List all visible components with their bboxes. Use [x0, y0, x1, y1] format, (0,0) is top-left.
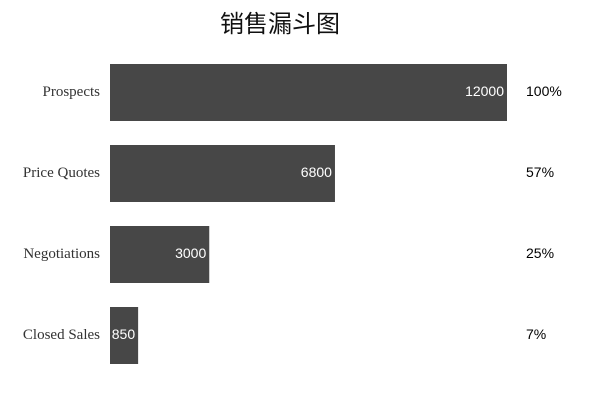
- percent-label-price-quotes: 57%: [526, 164, 554, 180]
- value-label-price-quotes: 6800: [301, 164, 332, 180]
- category-label-prospects: Prospects: [43, 84, 101, 100]
- bar-price-quotes: [110, 145, 335, 202]
- bar-negotiations: [110, 226, 210, 283]
- category-label-closed-sales: Closed Sales: [23, 327, 100, 343]
- bar-prospects: [110, 64, 507, 121]
- percent-label-prospects: 100%: [526, 83, 562, 99]
- category-label-price-quotes: Price Quotes: [23, 165, 100, 181]
- value-label-closed-sales: 850: [112, 326, 136, 342]
- value-label-prospects: 12000: [465, 83, 504, 99]
- value-label-negotiations: 3000: [175, 245, 206, 261]
- percent-label-closed-sales: 7%: [526, 326, 546, 342]
- category-label-negotiations: Negotiations: [23, 246, 100, 262]
- chart-title: 销售漏斗图: [220, 10, 340, 38]
- percent-label-negotiations: 25%: [526, 245, 554, 261]
- bar-closed-sales: [110, 307, 139, 364]
